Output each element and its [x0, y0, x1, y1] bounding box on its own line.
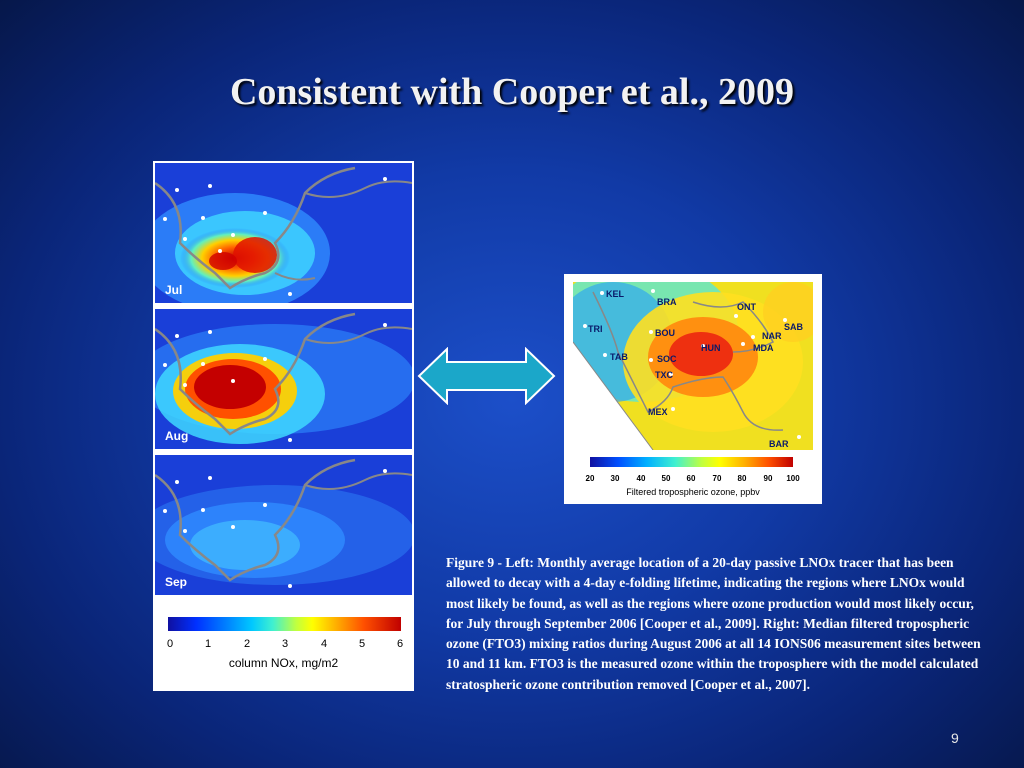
ozone-tick: 30	[610, 474, 620, 483]
month-label-jul: Jul	[165, 283, 183, 297]
nox-map-august: Aug	[155, 309, 412, 449]
ozone-figure: KEL BRA ONT SAB TRI BOU NAR HUN MDA TAB …	[564, 274, 822, 504]
station-label: HUN	[701, 343, 721, 353]
station-label: KEL	[606, 289, 624, 299]
nox-colorbar-ticks: 0 1 2 3 4 5 6	[153, 638, 414, 652]
nox-map-july: Jul	[155, 163, 412, 303]
ozone-tick: 60	[686, 474, 696, 483]
nox-tick: 1	[204, 638, 212, 650]
page-number: 9	[951, 730, 959, 746]
station-label: BRA	[657, 297, 677, 307]
station-label: TAB	[610, 352, 628, 362]
nox-tick: 0	[166, 638, 174, 650]
nox-tick: 3	[281, 638, 289, 650]
ozone-tick: 40	[636, 474, 646, 483]
ozone-tick: 20	[585, 474, 595, 483]
nox-colorbar	[168, 617, 401, 631]
ozone-tick: 50	[661, 474, 671, 483]
station-label: TXC	[655, 370, 673, 380]
ozone-map: KEL BRA ONT SAB TRI BOU NAR HUN MDA TAB …	[573, 282, 813, 450]
ozone-colorbar-ticks: 20 30 40 50 60 70 80 90 100	[564, 474, 822, 486]
figure-caption: Figure 9 - Left: Monthly average locatio…	[446, 555, 981, 692]
ozone-tick: 80	[737, 474, 747, 483]
slide-title: Consistent with Cooper et al., 2009	[229, 71, 794, 113]
nox-tick: 2	[243, 638, 251, 650]
ozone-colorbar-label: Filtered tropospheric ozone, ppbv	[626, 487, 760, 497]
station-label: MDA	[753, 343, 774, 353]
nox-tick: 4	[320, 638, 328, 650]
month-label-aug: Aug	[165, 429, 189, 443]
nox-tick: 5	[358, 638, 366, 650]
ozone-tick: 90	[763, 474, 773, 483]
station-label: BAR	[769, 439, 789, 449]
station-label: MEX	[648, 407, 668, 417]
ozone-tick: 70	[712, 474, 722, 483]
nox-map-september: Sep	[155, 455, 412, 595]
station-label: BOU	[655, 328, 675, 338]
station-label: ONT	[737, 302, 756, 312]
month-label-sep: Sep	[165, 575, 188, 589]
ozone-tick: 100	[786, 474, 800, 483]
nox-figure: Jul Aug	[153, 161, 414, 691]
station-label: TRI	[588, 324, 603, 334]
nox-tick: 6	[396, 638, 404, 650]
station-label: SAB	[784, 322, 804, 332]
station-label: SOC	[657, 354, 677, 364]
nox-colorbar-label: column NOx, mg/m2	[228, 656, 339, 670]
double-arrow-icon	[417, 347, 556, 405]
ozone-colorbar	[590, 457, 793, 467]
station-label: NAR	[762, 331, 782, 341]
